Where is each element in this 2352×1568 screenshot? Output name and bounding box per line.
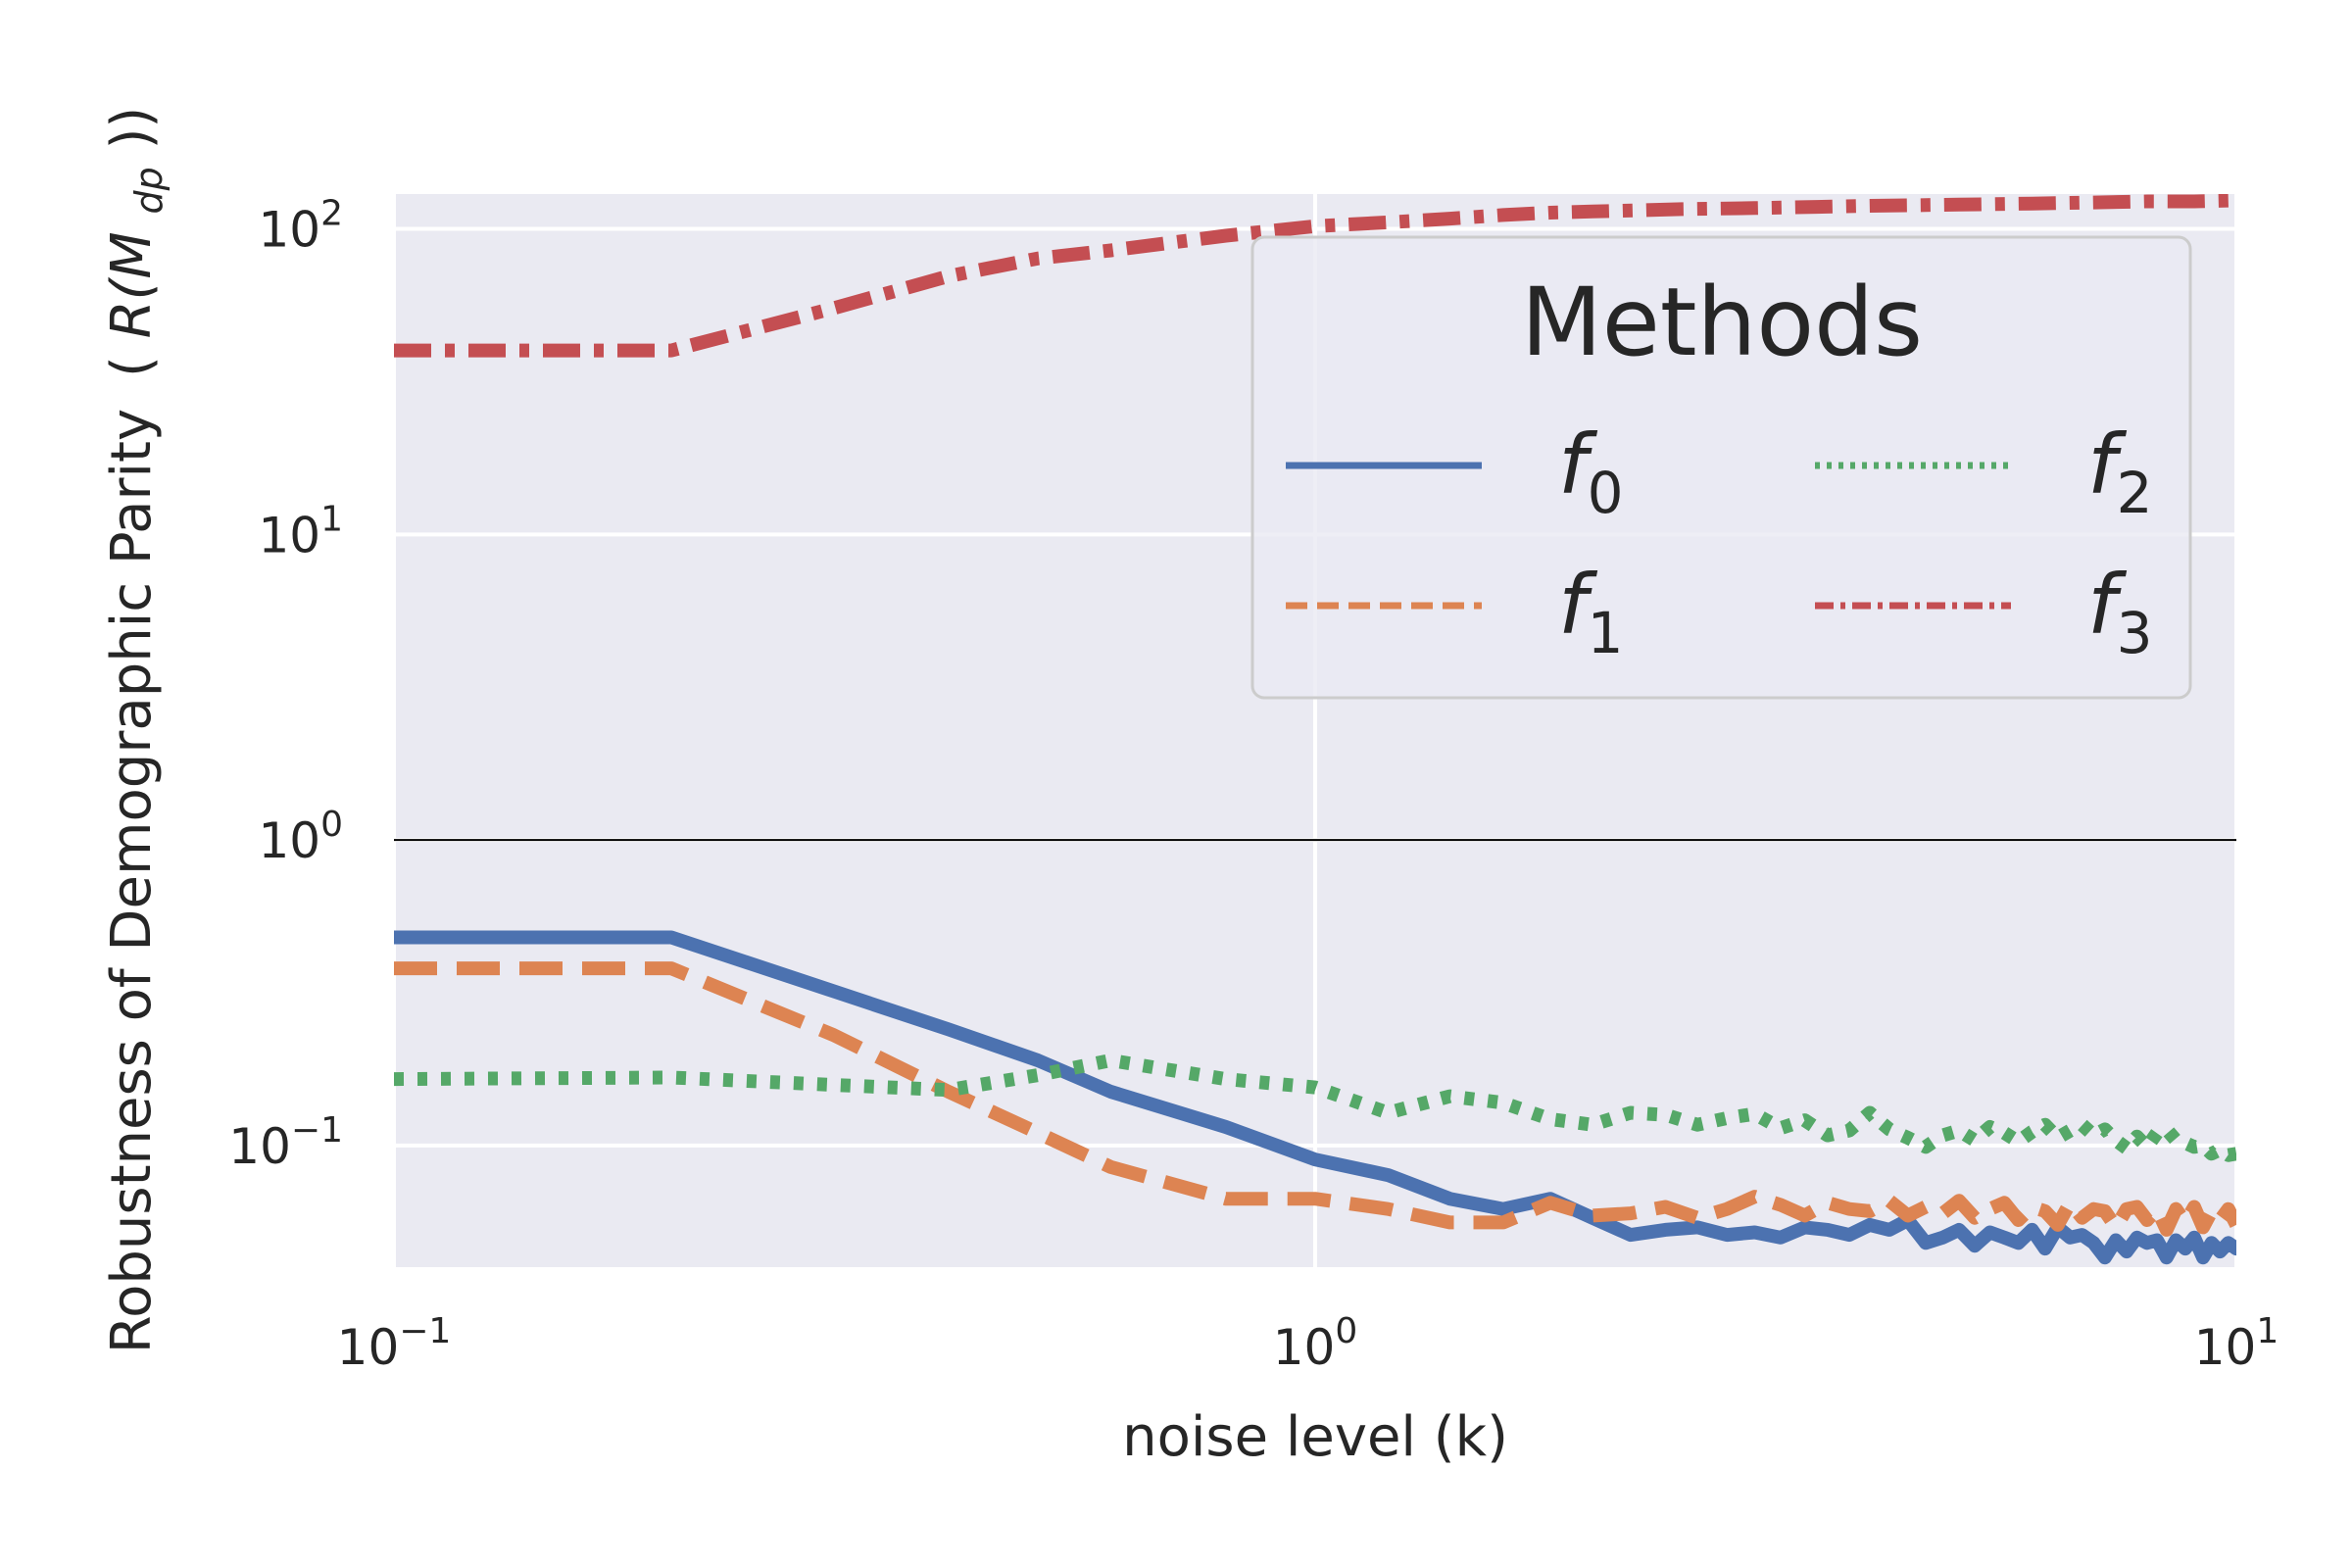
y-tick-label-3: 102	[258, 194, 343, 259]
series-line-f3	[394, 194, 2236, 358]
legend-frame	[1250, 235, 2192, 700]
y-axis-label-open-paren: (	[100, 356, 164, 377]
series-line-f0	[394, 930, 2236, 1265]
x-axis-label: noise level (k)	[1122, 1405, 1508, 1469]
x-tick-labels: 10−1 100 101	[337, 1311, 2279, 1376]
y-tick-label-0: 10−1	[228, 1110, 343, 1175]
x-tick-label-0: 10−1	[337, 1311, 452, 1376]
y-axis-label-subscript: dp	[127, 167, 171, 214]
series-line-f1	[394, 961, 2236, 1237]
y-tick-labels: 10−1 100 101 102	[228, 194, 343, 1175]
y-axis-label-close-paren: ))	[100, 107, 164, 150]
y-axis-label: Robustness of Demographic Parity ( R(M d…	[100, 107, 175, 1354]
legend-title: Methods	[1521, 268, 1923, 377]
y-axis-label-symbol: R(M	[100, 231, 164, 338]
series-lines	[394, 194, 2236, 1265]
y-tick-label-2: 101	[258, 499, 343, 564]
y-tick-label-1: 100	[258, 805, 343, 869]
y-axis-label-text: Robustness of Demographic Parity	[100, 409, 164, 1353]
legend-label-f0: f0	[1558, 416, 1623, 526]
x-tick-label-1: 100	[1273, 1311, 1358, 1376]
x-tick-label-2: 101	[2194, 1311, 2279, 1376]
